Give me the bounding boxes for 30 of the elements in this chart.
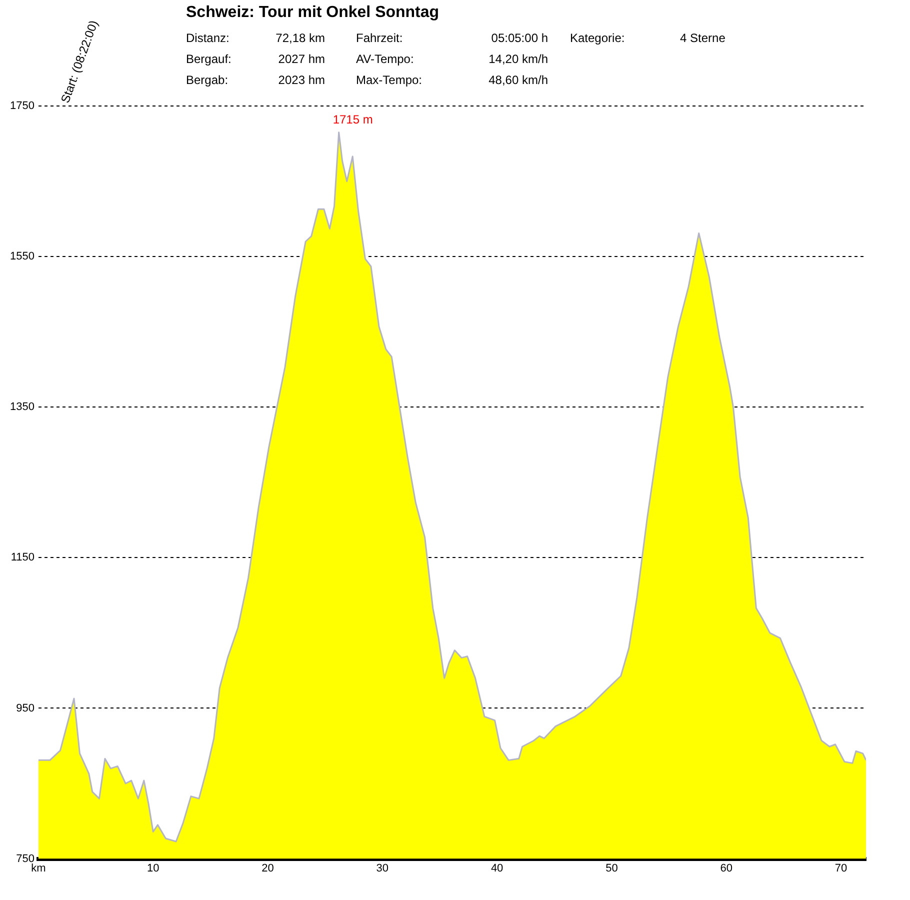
x-tick-label: 10 — [146, 862, 160, 874]
y-tick-label: 750 — [16, 852, 34, 865]
text: Bergab: — [186, 73, 228, 87]
x-tick-label: 60 — [720, 862, 732, 874]
text: 2027 hm — [278, 52, 325, 66]
text: Kategorie: — [570, 31, 625, 45]
chart-title: Schweiz: Tour mit Onkel Sonntag — [186, 4, 440, 22]
x-tick-label: 20 — [262, 862, 274, 874]
y-tick-label: 950 — [16, 702, 34, 714]
text: AV-Tempo: — [356, 52, 414, 66]
text: 48,60 km/h — [488, 73, 548, 87]
x-tick-label: 50 — [606, 862, 618, 874]
text: Fahrzeit: — [356, 31, 403, 45]
x-tick-label: 40 — [490, 862, 504, 874]
x-tick-label: km — [31, 862, 46, 874]
y-tick-label: 1350 — [10, 401, 34, 414]
y-tick-label: 1150 — [10, 552, 34, 564]
text: Distanz: — [186, 31, 230, 45]
text: 2023 hm — [278, 73, 325, 87]
y-tick-label: 1550 — [10, 250, 34, 263]
text: 05:05:00 h — [491, 31, 548, 45]
y-tick-label: 1750 — [10, 100, 34, 112]
annotation: 1715 m — [332, 112, 373, 127]
x-tick-label: 30 — [376, 862, 389, 874]
text: 4 Sterne — [680, 31, 726, 45]
text: Bergauf: — [186, 52, 232, 66]
text: Max-Tempo: — [356, 73, 422, 87]
text: 72,18 km — [276, 31, 325, 45]
text: 14,20 km/h — [488, 52, 548, 66]
x-tick-label: 70 — [834, 862, 848, 874]
